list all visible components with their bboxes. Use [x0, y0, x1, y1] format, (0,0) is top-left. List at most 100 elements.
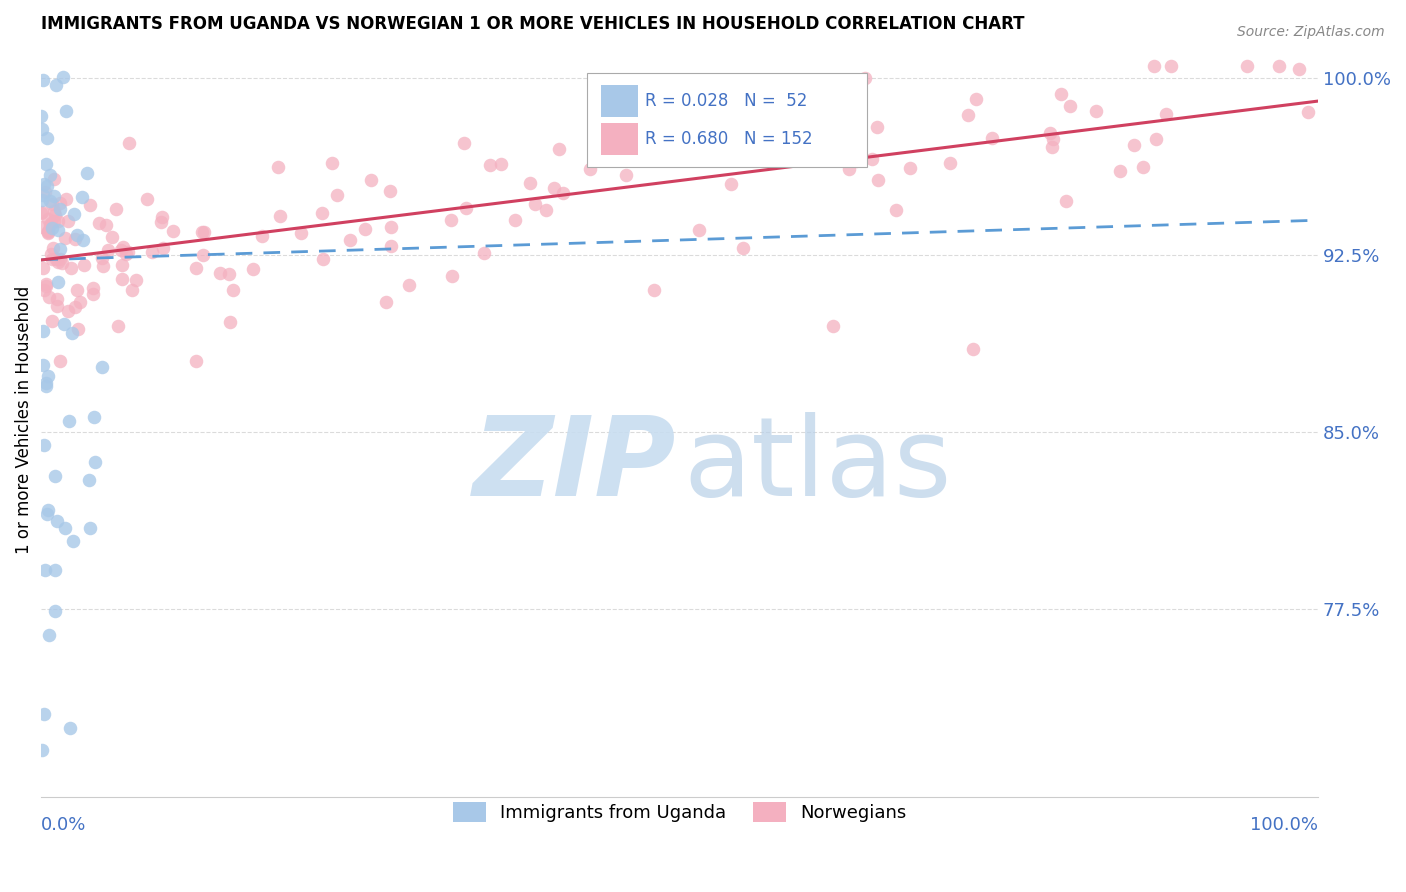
Point: [41, 197, 63, 211]
Point: [141, 245, 163, 260]
Point: [339, 233, 361, 247]
Point: [848, 101, 870, 115]
Point: [77, 473, 100, 487]
Point: [31, 359, 53, 373]
Point: [38, 627, 60, 641]
Point: [619, 122, 641, 136]
Point: [39, 194, 62, 209]
Point: [76, 166, 98, 180]
Text: IMMIGRANTS FROM UGANDA VS NORWEGIAN 1 OR MORE VEHICLES IN HOUSEHOLD CORRELATION : IMMIGRANTS FROM UGANDA VS NORWEGIAN 1 OR…: [41, 15, 1025, 33]
Text: 100.0%: 100.0%: [1250, 816, 1319, 834]
Point: [101, 230, 124, 244]
Point: [117, 244, 139, 259]
Point: [454, 201, 477, 215]
Point: [66, 228, 89, 243]
Point: [1160, 60, 1182, 74]
Point: [136, 193, 159, 207]
Point: [375, 295, 398, 310]
Point: [603, 112, 626, 127]
Point: [534, 203, 557, 218]
Point: [58, 414, 80, 428]
Point: [489, 157, 512, 171]
Point: [219, 315, 242, 329]
Point: [125, 272, 148, 286]
Point: [222, 284, 245, 298]
Y-axis label: 1 or more Vehicles in Household: 1 or more Vehicles in Household: [15, 286, 32, 554]
Point: [250, 228, 273, 243]
Point: [31, 743, 53, 757]
Point: [267, 160, 290, 174]
Point: [1143, 60, 1166, 74]
Point: [1296, 104, 1319, 119]
Point: [543, 181, 565, 195]
Point: [32, 324, 55, 338]
Point: [58, 721, 80, 735]
Point: [30, 205, 52, 219]
Point: [380, 185, 402, 199]
Text: R = 0.028   N =  52: R = 0.028 N = 52: [645, 92, 807, 110]
Point: [91, 359, 114, 374]
Point: [939, 155, 962, 169]
Point: [97, 244, 120, 258]
Point: [35, 178, 58, 193]
Point: [79, 521, 101, 535]
Point: [321, 155, 343, 169]
Point: [981, 131, 1004, 145]
Point: [45, 78, 67, 92]
Point: [610, 119, 633, 133]
Point: [898, 161, 921, 175]
Point: [398, 277, 420, 292]
Point: [478, 158, 501, 172]
Point: [311, 205, 333, 219]
Point: [354, 222, 377, 236]
Point: [55, 103, 77, 118]
Point: [31, 261, 53, 276]
Point: [503, 212, 526, 227]
Point: [547, 142, 569, 156]
Point: [39, 217, 62, 231]
Point: [326, 187, 349, 202]
Point: [35, 157, 58, 171]
Point: [668, 142, 690, 156]
Point: [41, 313, 63, 327]
Point: [39, 168, 62, 182]
Point: [38, 290, 60, 304]
Point: [242, 262, 264, 277]
Point: [643, 284, 665, 298]
Point: [360, 173, 382, 187]
Point: [149, 215, 172, 229]
Point: [44, 604, 66, 618]
FancyBboxPatch shape: [600, 123, 637, 154]
Point: [87, 216, 110, 230]
Point: [1132, 160, 1154, 174]
Point: [42, 241, 65, 255]
Point: [83, 409, 105, 424]
Point: [962, 343, 984, 357]
Point: [37, 211, 59, 226]
Point: [1236, 60, 1258, 74]
Point: [55, 192, 77, 206]
Point: [31, 219, 53, 234]
Point: [37, 224, 59, 238]
Point: [48, 196, 70, 211]
Point: [93, 259, 115, 273]
Point: [770, 106, 793, 120]
Point: [845, 153, 868, 168]
Point: [111, 258, 134, 272]
Point: [46, 514, 69, 528]
Point: [41, 252, 63, 267]
Point: [472, 246, 495, 260]
Point: [39, 218, 62, 232]
Point: [37, 503, 59, 517]
Point: [56, 214, 79, 228]
Point: [190, 226, 212, 240]
Point: [191, 248, 214, 262]
Point: [66, 322, 89, 336]
Point: [290, 226, 312, 240]
Point: [1042, 132, 1064, 146]
Point: [162, 224, 184, 238]
Point: [69, 295, 91, 310]
Point: [53, 231, 76, 245]
Text: R = 0.680   N = 152: R = 0.680 N = 152: [645, 129, 813, 148]
Point: [860, 153, 883, 167]
